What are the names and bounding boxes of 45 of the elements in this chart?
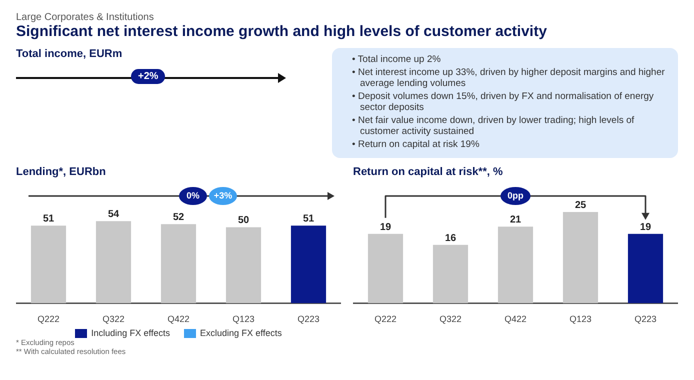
x-tick-label: Q422 [504,314,527,324]
text: • Return on capital at risk 19% [352,139,480,150]
text: • Net interest income up 33%, driven by higher deposit margins and higher average lending volumes [352,67,666,89]
x-tick-label: Q223 [297,314,320,324]
bar [96,221,132,304]
x-tick-label: Q322 [102,314,125,324]
bar [290,226,326,304]
chart-title: Return on capital at risk**, % [353,166,504,178]
x-tick-label: Q222 [37,314,60,324]
text: Including FX effects [90,328,170,338]
x-tick-label: Q422 [167,314,190,324]
x-tick-label: Q222 [374,314,397,324]
bar [30,226,66,304]
text: • Total income up 2% [352,54,442,65]
data-label: 19 [380,222,392,233]
text: 0% [186,190,200,200]
data-label: 21 [510,214,522,226]
bar [226,227,262,304]
data-label: 50 [238,215,250,226]
text: • Net fair value income down, driven by lower trading; high levels of customer activity sustained [352,115,636,137]
text: Large Corporates & Institutions [16,12,155,23]
text: • Deposit volumes down 15%, driven by FX and normalisation of energy sector deposits [352,91,655,113]
x-tick-label: Q223 [634,314,657,324]
bar [160,224,196,304]
bar [368,234,404,304]
data-label: 54 [108,209,120,220]
x-tick-label: Q322 [439,314,462,324]
bar [498,226,534,304]
chart-title: Lending*, EURbn [16,166,107,178]
text: Total income, EURm [16,48,124,60]
data-label: 19 [640,222,652,233]
text: Excluding FX effects [199,328,282,338]
bar [562,212,598,304]
data-label: 16 [444,232,456,244]
text: +3% [214,190,232,200]
data-label: 25 [574,200,586,211]
x-tick-label: Q123 [232,314,255,324]
x-tick-label: Q123 [569,314,592,324]
data-label: 51 [42,214,54,225]
text: Significant net interest income growth and high levels of customer activity [16,23,548,40]
data-label: 52 [172,212,184,224]
data-label: 51 [302,214,314,225]
bar [432,244,468,304]
bar [628,234,664,304]
text: 0pp [507,190,524,200]
